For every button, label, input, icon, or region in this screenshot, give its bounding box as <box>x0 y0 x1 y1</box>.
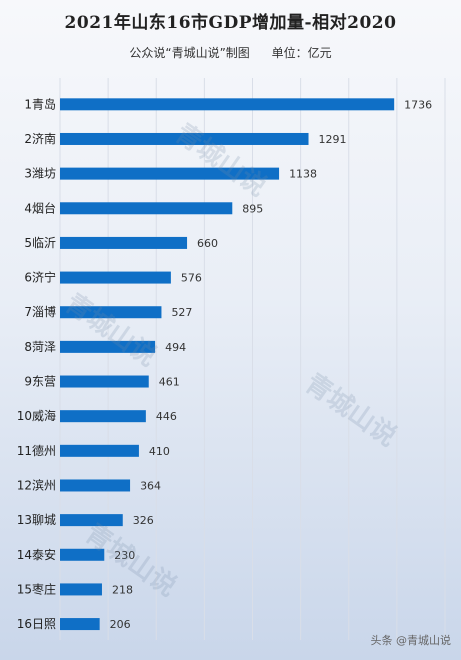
category-label: 12滨州 <box>17 477 56 492</box>
data-label: 326 <box>133 514 154 527</box>
bar <box>60 375 149 388</box>
data-label: 576 <box>181 272 202 285</box>
category-label: 15枣庄 <box>17 581 56 596</box>
bar <box>60 618 100 631</box>
category-label: 7淄博 <box>24 304 56 319</box>
category-label: 14泰安 <box>17 547 56 562</box>
data-label: 446 <box>156 410 177 423</box>
data-label: 364 <box>140 479 161 492</box>
category-label: 10威海 <box>17 408 56 423</box>
bar <box>60 444 139 457</box>
category-label: 9东营 <box>24 375 56 389</box>
bar <box>60 410 146 423</box>
data-label: 660 <box>197 237 218 250</box>
data-label: 527 <box>171 306 192 319</box>
data-label: 1291 <box>319 133 347 146</box>
category-label: 16日照 <box>17 617 56 631</box>
bar <box>60 548 105 561</box>
bar <box>60 271 171 284</box>
chart-subtitle: 公众说“青城山说”制图 单位：亿元 <box>0 44 461 61</box>
category-label: 11德州 <box>17 443 56 458</box>
bar <box>60 98 395 111</box>
category-label: 2济南 <box>24 131 56 146</box>
bar <box>60 306 162 319</box>
data-label: 410 <box>149 445 170 458</box>
category-label: 3潍坊 <box>24 166 56 181</box>
data-label: 494 <box>165 341 186 354</box>
subtitle-source: 公众说“青城山说”制图 <box>129 46 250 60</box>
category-label: 1青岛 <box>24 96 56 111</box>
category-label: 4烟台 <box>24 200 56 215</box>
footer-credit: 头条 @青城山说 <box>370 634 452 647</box>
data-label: 461 <box>159 376 180 389</box>
category-label: 6济宁 <box>24 270 56 285</box>
bar <box>60 236 188 249</box>
data-label: 218 <box>112 583 133 596</box>
data-label: 230 <box>114 549 135 562</box>
bar <box>60 132 309 145</box>
chart-title: 2021年山东16市GDP增加量-相对2020 <box>64 13 397 33</box>
data-label: 1138 <box>289 168 317 181</box>
data-label: 206 <box>110 618 131 631</box>
bar <box>60 583 102 596</box>
data-label: 895 <box>242 202 263 215</box>
bar <box>60 167 280 180</box>
bar <box>60 479 131 492</box>
subtitle-unit: 单位：亿元 <box>271 46 332 60</box>
data-label: 1736 <box>404 98 432 111</box>
category-label: 13聊城 <box>17 513 56 527</box>
bar <box>60 202 233 215</box>
category-label: 8菏泽 <box>24 340 56 354</box>
bar <box>60 340 156 353</box>
bar <box>60 514 123 527</box>
category-label: 5临沂 <box>24 236 56 250</box>
